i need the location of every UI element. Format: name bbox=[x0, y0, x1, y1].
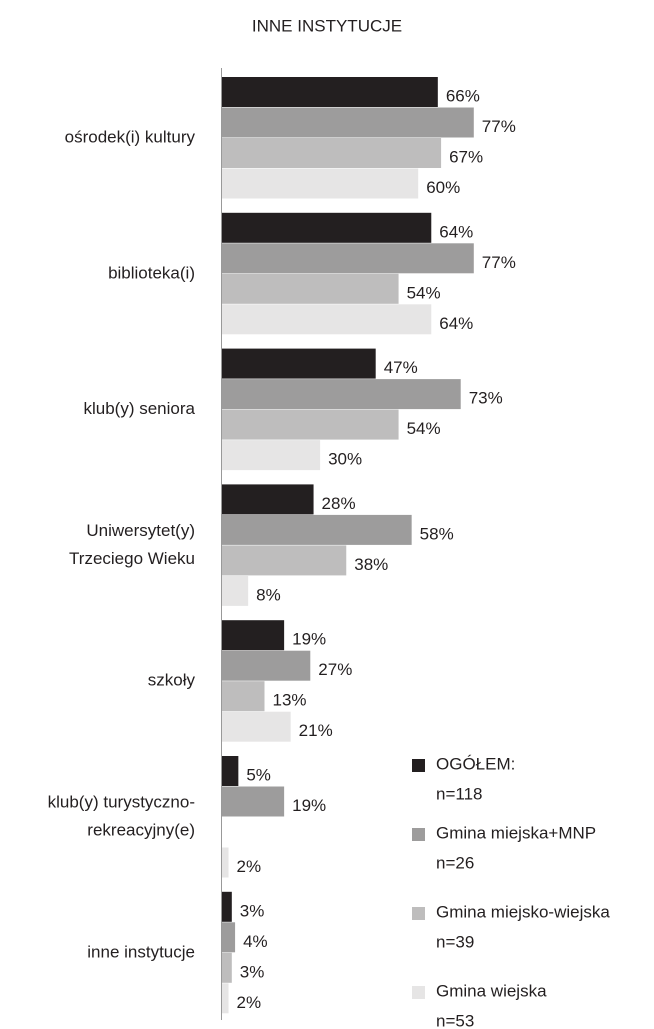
value-label: 30% bbox=[328, 450, 362, 469]
category-label: szkoły bbox=[148, 671, 196, 690]
value-label: 47% bbox=[384, 358, 418, 377]
value-label: 64% bbox=[439, 222, 473, 241]
bar bbox=[222, 711, 291, 742]
value-label: 54% bbox=[407, 419, 441, 438]
value-label: 4% bbox=[243, 932, 268, 951]
bar bbox=[222, 514, 412, 545]
legend-label: OGÓŁEM: bbox=[436, 754, 515, 773]
bar bbox=[222, 484, 314, 515]
value-label: 67% bbox=[449, 147, 483, 166]
bar bbox=[222, 786, 285, 817]
category-label: klub(y) turystyczno- bbox=[48, 792, 195, 811]
value-label: 2% bbox=[237, 857, 262, 876]
bar bbox=[222, 304, 432, 335]
legend-n: n=118 bbox=[436, 784, 482, 803]
value-label: 13% bbox=[273, 691, 307, 710]
bar bbox=[222, 922, 236, 953]
bar bbox=[222, 952, 232, 983]
value-label: 27% bbox=[318, 660, 352, 679]
value-label: 3% bbox=[240, 901, 265, 920]
value-label: 19% bbox=[292, 796, 326, 815]
bar bbox=[222, 379, 461, 410]
bar bbox=[222, 681, 265, 712]
bar bbox=[222, 891, 232, 922]
bar bbox=[222, 168, 419, 199]
value-label: 5% bbox=[246, 765, 271, 784]
value-label: 77% bbox=[482, 117, 516, 136]
bar bbox=[222, 575, 249, 606]
bar bbox=[222, 77, 438, 107]
legend-n: n=39 bbox=[436, 932, 474, 951]
value-label: 58% bbox=[420, 524, 454, 543]
bar bbox=[222, 983, 229, 1014]
bar bbox=[222, 409, 399, 440]
bar bbox=[222, 847, 229, 878]
bar bbox=[222, 212, 432, 243]
legend-label: Gmina miejska+MNP bbox=[436, 823, 596, 842]
legend-swatch bbox=[412, 828, 425, 841]
bar bbox=[222, 273, 399, 304]
chart-title: INNE INSTYTUCJE bbox=[252, 16, 402, 35]
value-label: 38% bbox=[354, 555, 388, 574]
category-label: Trzeciego Wieku bbox=[69, 549, 195, 568]
category-label: Uniwersytet(y) bbox=[86, 521, 195, 540]
category-label: biblioteka(i) bbox=[108, 263, 195, 282]
bar bbox=[222, 650, 311, 681]
bar bbox=[222, 107, 474, 138]
value-label: 2% bbox=[237, 993, 262, 1012]
category-label: klub(y) seniora bbox=[84, 399, 196, 418]
legend-n: n=53 bbox=[436, 1011, 474, 1029]
category-label: ośrodek(i) kultury bbox=[65, 127, 196, 146]
bar bbox=[222, 756, 239, 786]
value-label: 77% bbox=[482, 253, 516, 272]
bar bbox=[222, 545, 347, 576]
value-label: 28% bbox=[322, 494, 356, 513]
value-label: 60% bbox=[426, 178, 460, 197]
bar bbox=[222, 348, 376, 379]
legend-swatch bbox=[412, 986, 425, 999]
legend-swatch bbox=[412, 907, 425, 920]
value-label: 73% bbox=[469, 389, 503, 408]
value-label: 21% bbox=[299, 721, 333, 740]
value-label: 64% bbox=[439, 314, 473, 333]
legend-n: n=26 bbox=[436, 853, 474, 872]
legend-label: Gmina wiejska bbox=[436, 981, 547, 1000]
bar bbox=[222, 243, 474, 274]
value-label: 3% bbox=[240, 962, 265, 981]
bar bbox=[222, 620, 285, 651]
legend-label: Gmina miejsko-wiejska bbox=[436, 902, 610, 921]
bar bbox=[222, 138, 442, 168]
legend-swatch bbox=[412, 759, 425, 772]
value-label: 54% bbox=[407, 283, 441, 302]
value-label: 19% bbox=[292, 630, 326, 649]
value-label: 66% bbox=[446, 86, 480, 105]
value-label: 8% bbox=[256, 585, 281, 604]
category-label: rekreacyjny(e) bbox=[87, 820, 195, 839]
bar bbox=[222, 440, 321, 471]
category-label: inne instytucje bbox=[87, 942, 195, 961]
